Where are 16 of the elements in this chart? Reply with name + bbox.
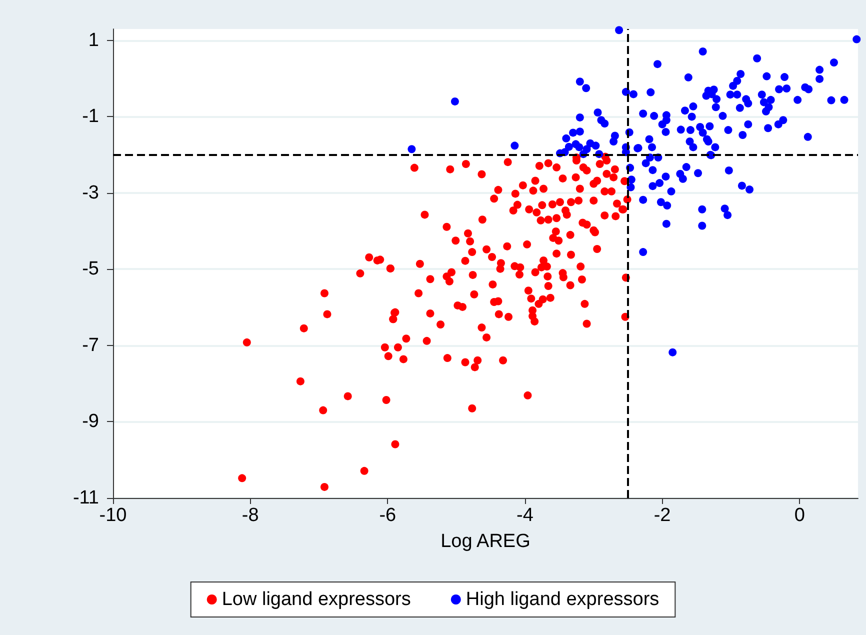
y-tick-label: -11: [72, 488, 99, 508]
legend-label: Low ligand expressors: [222, 589, 411, 610]
y-tick-label: -1: [82, 106, 99, 128]
x-axis-title: Log AREG: [440, 531, 530, 552]
x-tick-label: -6: [379, 505, 396, 526]
x-tick-label: -4: [516, 505, 534, 526]
x-tick-label: -2: [654, 505, 671, 526]
x-tick-label: -8: [242, 505, 259, 526]
y-tick-label: -3: [82, 182, 99, 204]
legend-label: High ligand expressors: [466, 589, 660, 610]
x-tick-label: -10: [99, 505, 127, 526]
y-tick-label: -7: [82, 334, 99, 356]
x-tick-label: 0: [794, 505, 805, 526]
y-tick-label: 1: [88, 30, 99, 51]
y-tick-label: -5: [82, 258, 99, 280]
y-tick-label: -9: [82, 411, 99, 432]
